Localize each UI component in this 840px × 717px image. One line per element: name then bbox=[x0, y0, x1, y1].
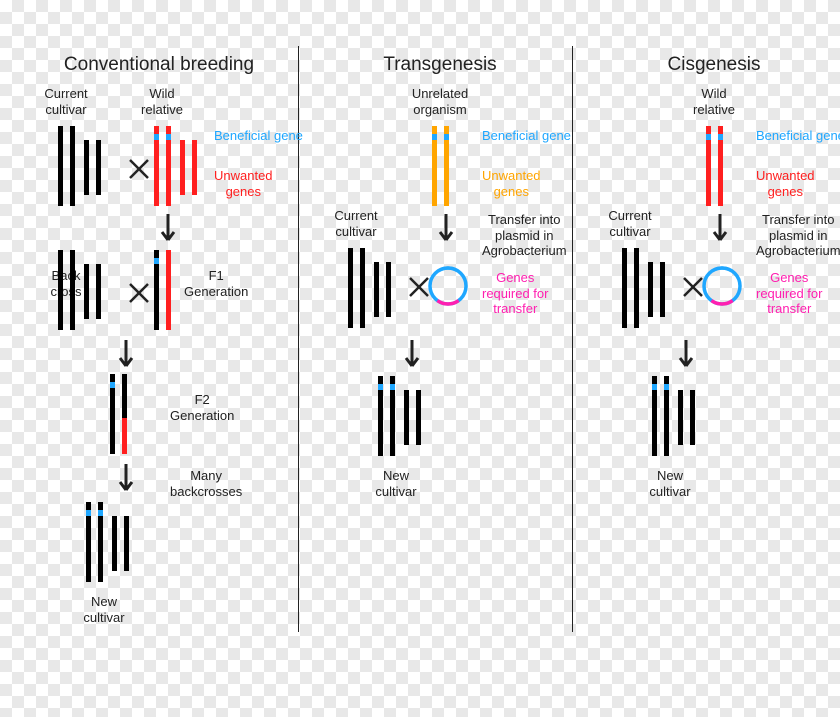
f1-label: F1Generation bbox=[184, 268, 248, 299]
unwanted-label: Unwantedgenes bbox=[756, 168, 815, 199]
down-arrow-icon bbox=[160, 214, 176, 248]
current-cultivar-label: Currentcultivar bbox=[334, 208, 377, 239]
cultivar-chr-f1 bbox=[58, 250, 75, 330]
donor-chr bbox=[706, 126, 723, 206]
current-cultivar-label: Currentcultivar bbox=[608, 208, 651, 239]
cultivar-chr-b bbox=[374, 262, 391, 317]
panel-title: Conventional breeding bbox=[64, 54, 254, 77]
cultivar-chr-f1b bbox=[84, 264, 101, 319]
donor-chr-b bbox=[180, 140, 197, 195]
f1-chr bbox=[154, 250, 171, 330]
down-arrow-icon bbox=[118, 340, 134, 374]
f2-chr bbox=[110, 374, 127, 454]
cultivar-chr bbox=[348, 248, 365, 328]
many-backcrosses-label: Manybackcrosses bbox=[170, 468, 242, 499]
new-cultivar-chr-b bbox=[678, 390, 695, 445]
genes-transfer-label: Genesrequired fortransfer bbox=[482, 270, 548, 317]
new-cultivar-chr-b bbox=[112, 516, 129, 571]
genes-transfer-label: Genesrequired fortransfer bbox=[756, 270, 822, 317]
new-cultivar-chr bbox=[86, 502, 103, 582]
plasmid bbox=[700, 264, 744, 308]
unwanted-label: Unwantedgenes bbox=[214, 168, 273, 199]
donor-chr bbox=[154, 126, 171, 206]
panel-title: Transgenesis bbox=[383, 54, 496, 77]
cultivar-chr-b bbox=[648, 262, 665, 317]
unwanted-label: Unwantedgenes bbox=[482, 168, 541, 199]
cross-icon bbox=[130, 284, 148, 302]
transfer-plasmid-label: Transfer intoplasmid inAgrobacterium bbox=[756, 212, 840, 259]
down-arrow-icon bbox=[118, 464, 134, 498]
down-arrow-icon bbox=[678, 340, 694, 374]
beneficial-label: Beneficial gene bbox=[756, 128, 840, 144]
transfer-plasmid-label: Transfer intoplasmid inAgrobacterium bbox=[482, 212, 567, 259]
f2-label: F2Generation bbox=[170, 392, 234, 423]
down-arrow-icon bbox=[404, 340, 420, 374]
cultivar-chr bbox=[58, 126, 75, 206]
diagram-stage: Conventional breeding Currentcultivar Wild… bbox=[0, 0, 840, 717]
donor-chr bbox=[432, 126, 449, 206]
current-cultivar-label: Currentcultivar bbox=[44, 86, 87, 117]
new-cultivar-chr bbox=[652, 376, 669, 456]
new-cultivar-label: Newcultivar bbox=[83, 594, 124, 625]
panel-title: Cisgenesis bbox=[668, 54, 761, 77]
panel-divider bbox=[572, 46, 573, 632]
cultivar-chr-b bbox=[84, 140, 101, 195]
donor-label: Wildrelative bbox=[693, 86, 735, 117]
new-cultivar-chr bbox=[378, 376, 395, 456]
cultivar-chr bbox=[622, 248, 639, 328]
beneficial-label: Beneficial gene bbox=[482, 128, 571, 144]
beneficial-label: Beneficial gene bbox=[214, 128, 303, 144]
plasmid bbox=[426, 264, 470, 308]
down-arrow-icon bbox=[438, 214, 454, 248]
new-cultivar-label: Newcultivar bbox=[375, 468, 416, 499]
cross-icon bbox=[130, 160, 148, 178]
new-cultivar-chr-b bbox=[404, 390, 421, 445]
donor-label: Wildrelative bbox=[141, 86, 183, 117]
new-cultivar-label: Newcultivar bbox=[649, 468, 690, 499]
down-arrow-icon bbox=[712, 214, 728, 248]
donor-label: Unrelatedorganism bbox=[412, 86, 468, 117]
